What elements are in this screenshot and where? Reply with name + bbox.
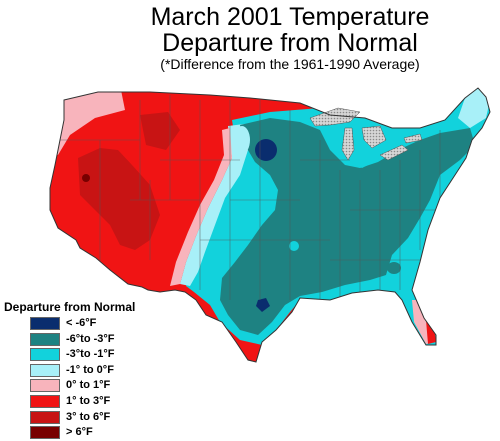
map-subtitle: (*Difference from the 1961-1990 Average) [160,56,420,72]
region-0-to-1-band [170,128,232,286]
legend-item: -6°to -3°F [4,332,204,348]
lake-erie [379,144,409,161]
region-below-minus6-north-dakota [255,139,277,161]
legend-item: 0° to 1°F [4,378,204,394]
lake-superior [309,107,361,127]
legend-label: 0° to 1°F [66,379,111,392]
legend-label: > 6°F [66,426,93,439]
legend-swatch [30,348,60,362]
lake-ontario [403,133,423,144]
region-3-to-6-west [78,148,160,250]
us-temperature-map [49,87,491,363]
legend-item: < -6°F [4,316,204,332]
legend-items: < -6°F -6°to -3°F -3°to -1°F -1° to 0°F 0° t… [4,316,204,441]
region-minus1-to-0-band [180,124,248,286]
region-below-minus6-texas [256,298,270,312]
legend-label: < -6°F [66,317,97,329]
lake-huron [361,125,387,149]
legend-swatch [30,394,60,408]
legend-item: > 6°F [4,425,204,441]
legend-label: 1° to 3°F [66,394,111,407]
legend-label: -6°to -3°F [66,332,115,345]
region-minus3-to-minus1-georgia [387,262,401,274]
legend-item: -1° to 0°F [4,363,204,379]
state-boundaries [60,95,441,300]
map-title-line-1: March 2001 Temperature [150,3,430,31]
region-minus1-to-0-northeast [458,88,490,128]
legend-swatch [30,410,60,424]
map-legend: Departure from Normal < -6°F -6°to -3°F -3… [4,300,204,441]
region-minus1-to-0-minnesota [234,126,250,154]
legend-label: -1° to 0°F [66,363,114,376]
region-minus6-to-minus3 [220,118,475,335]
lake-michigan [341,127,355,161]
region-minus3-to-minus1-kansas [289,241,299,251]
map-title-line-2: Departure from Normal [162,29,418,57]
legend-label: -3°to -1°F [66,348,115,361]
legend-swatch [30,363,60,377]
legend-item: 1° to 3°F [4,394,204,410]
region-0-to-1-northwest [50,88,125,155]
legend-label: 3° to 6°F [66,410,111,423]
great-lakes [309,107,423,161]
legend-swatch [30,379,60,393]
legend-item: -3°to -1°F [4,347,204,363]
region-above-6-nevada [82,174,90,182]
legend-swatch [30,426,60,440]
legend-swatch [30,332,60,346]
legend-item: 3° to 6°F [4,410,204,426]
legend-swatch [30,317,60,330]
legend-title: Departure from Normal [4,300,136,314]
